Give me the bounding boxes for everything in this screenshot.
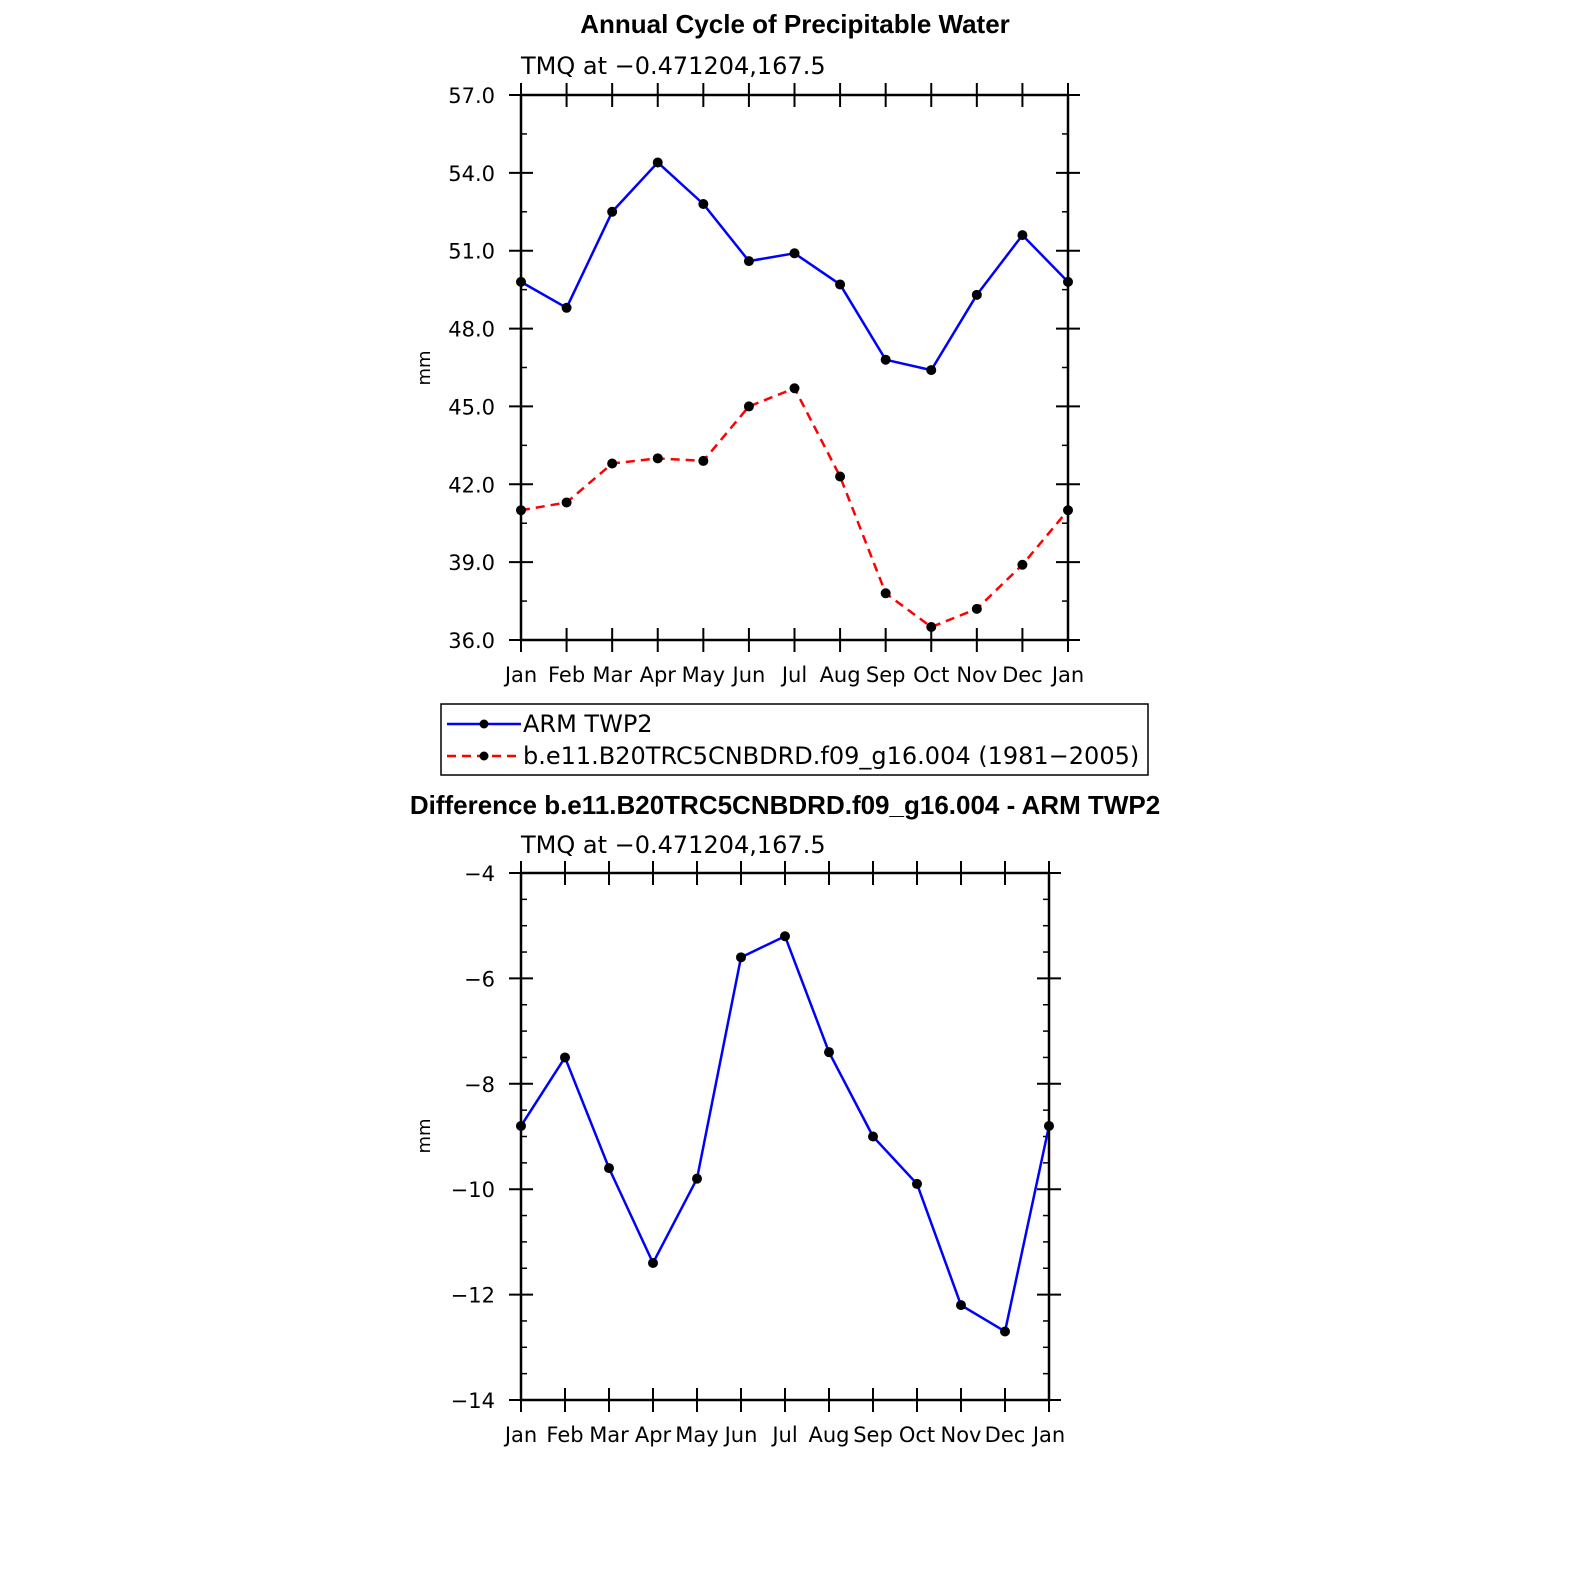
data-point (880, 588, 891, 599)
data-point (835, 471, 846, 482)
data-point (868, 1131, 878, 1142)
x-tick-label: May (675, 1423, 718, 1447)
x-tick-label: Dec (1002, 663, 1043, 687)
x-tick-label: Feb (548, 663, 585, 687)
y-tick-label: −6 (464, 967, 495, 991)
data-point (926, 365, 937, 376)
data-point (648, 1257, 658, 1268)
y-tick-label: −10 (451, 1178, 495, 1202)
data-point (824, 1047, 834, 1058)
y-tick-label: 45.0 (448, 395, 495, 419)
data-point (956, 1300, 966, 1311)
series-line-0 (519, 934, 1051, 1333)
axis-ticks: Jan Feb Mar Apr May Jun Jul Aug Sep Oct Nov Dec Jan 3… (448, 83, 1084, 687)
data-point (835, 279, 846, 290)
x-tick-label: Mar (592, 663, 632, 687)
data-point (560, 1052, 570, 1063)
plot-frame (519, 93, 1070, 642)
x-tick-label: Dec (985, 1423, 1026, 1447)
y-axis-label: mm (414, 1118, 435, 1153)
x-tick-label: Oct (899, 1423, 935, 1447)
x-tick-label: Nov (941, 1423, 982, 1447)
x-tick-label: Sep (853, 1423, 893, 1447)
legend-label-arm: ARM TWP2 (523, 710, 653, 738)
data-point (698, 199, 709, 209)
legend: ARM TWP2 b.e11.B20TRC5CNBDRD.f09_g16.004… (440, 703, 1149, 776)
chart-title: Annual Cycle of Precipitable Water (580, 9, 1010, 39)
chart-subtitle: TMQ at −0.471204,167.5 (520, 831, 826, 859)
x-tick-label: Aug (808, 1423, 849, 1447)
series-group (516, 157, 1073, 633)
data-point (971, 289, 982, 300)
x-tick-label: Mar (589, 1423, 629, 1447)
y-tick-label: −14 (451, 1389, 495, 1413)
series-line-0 (520, 161, 1069, 372)
x-tick-label: Aug (820, 663, 861, 687)
data-point (604, 1163, 614, 1174)
legend-marker-arm (479, 719, 489, 729)
data-point (789, 248, 800, 259)
data-point (780, 931, 790, 942)
data-point (692, 1173, 702, 1184)
x-tick-label: Jan (503, 663, 537, 687)
plot-frame (519, 871, 1051, 1402)
series-group (516, 931, 1054, 1337)
x-tick-label: Nov (956, 663, 997, 687)
x-tick-label: Jul (780, 663, 807, 687)
data-point (652, 453, 663, 464)
data-point (652, 157, 663, 168)
x-tick-label: Apr (635, 1423, 672, 1447)
y-tick-label: −4 (464, 862, 495, 886)
x-tick-label: Oct (913, 663, 949, 687)
y-tick-label: 57.0 (448, 84, 495, 108)
y-tick-label: −8 (464, 1073, 495, 1097)
chart-title: Difference b.e11.B20TRC5CNBDRD.f09_g16.0… (410, 790, 1160, 820)
x-tick-label: Apr (640, 663, 677, 687)
x-tick-label: Jun (723, 1423, 758, 1447)
y-tick-label: 48.0 (448, 318, 495, 342)
y-axis-label: mm (414, 350, 435, 385)
data-point (971, 603, 982, 614)
data-point (561, 302, 572, 313)
x-tick-label: Jan (503, 1423, 537, 1447)
data-point (743, 401, 754, 412)
data-point (1017, 559, 1028, 570)
legend-label-model: b.e11.B20TRC5CNBDRD.f09_g16.004 (1981−20… (523, 742, 1139, 770)
x-tick-label: Jan (1031, 1423, 1065, 1447)
data-point (561, 497, 572, 508)
data-point (789, 383, 800, 394)
y-tick-label: −12 (451, 1284, 495, 1308)
legend-box (440, 703, 1149, 776)
difference-panel: Difference b.e11.B20TRC5CNBDRD.f09_g16.0… (410, 790, 1160, 1447)
chart-subtitle: TMQ at −0.471204,167.5 (520, 52, 826, 80)
data-point (1000, 1326, 1010, 1337)
data-point (880, 354, 891, 365)
data-point (607, 458, 618, 469)
data-point (926, 622, 937, 633)
x-tick-label: Jan (1050, 663, 1084, 687)
data-point (1017, 230, 1028, 241)
data-point (743, 256, 754, 267)
series-line-1 (520, 387, 1069, 629)
data-point (607, 206, 618, 217)
x-tick-label: Sep (866, 663, 906, 687)
y-tick-label: 36.0 (448, 629, 495, 653)
data-point (698, 455, 709, 466)
y-tick-label: 51.0 (448, 240, 495, 264)
x-tick-label: May (682, 663, 725, 687)
x-tick-label: Feb (546, 1423, 583, 1447)
y-tick-label: 39.0 (448, 551, 495, 575)
annual-cycle-panel: Annual Cycle of Precipitable Water TMQ a… (414, 9, 1084, 687)
y-tick-label: 42.0 (448, 473, 495, 497)
y-tick-label: 54.0 (448, 162, 495, 186)
x-tick-label: Jun (731, 663, 766, 687)
legend-marker-model (479, 751, 489, 761)
data-point (912, 1178, 922, 1189)
data-point (736, 952, 746, 963)
x-tick-label: Jul (770, 1423, 797, 1447)
